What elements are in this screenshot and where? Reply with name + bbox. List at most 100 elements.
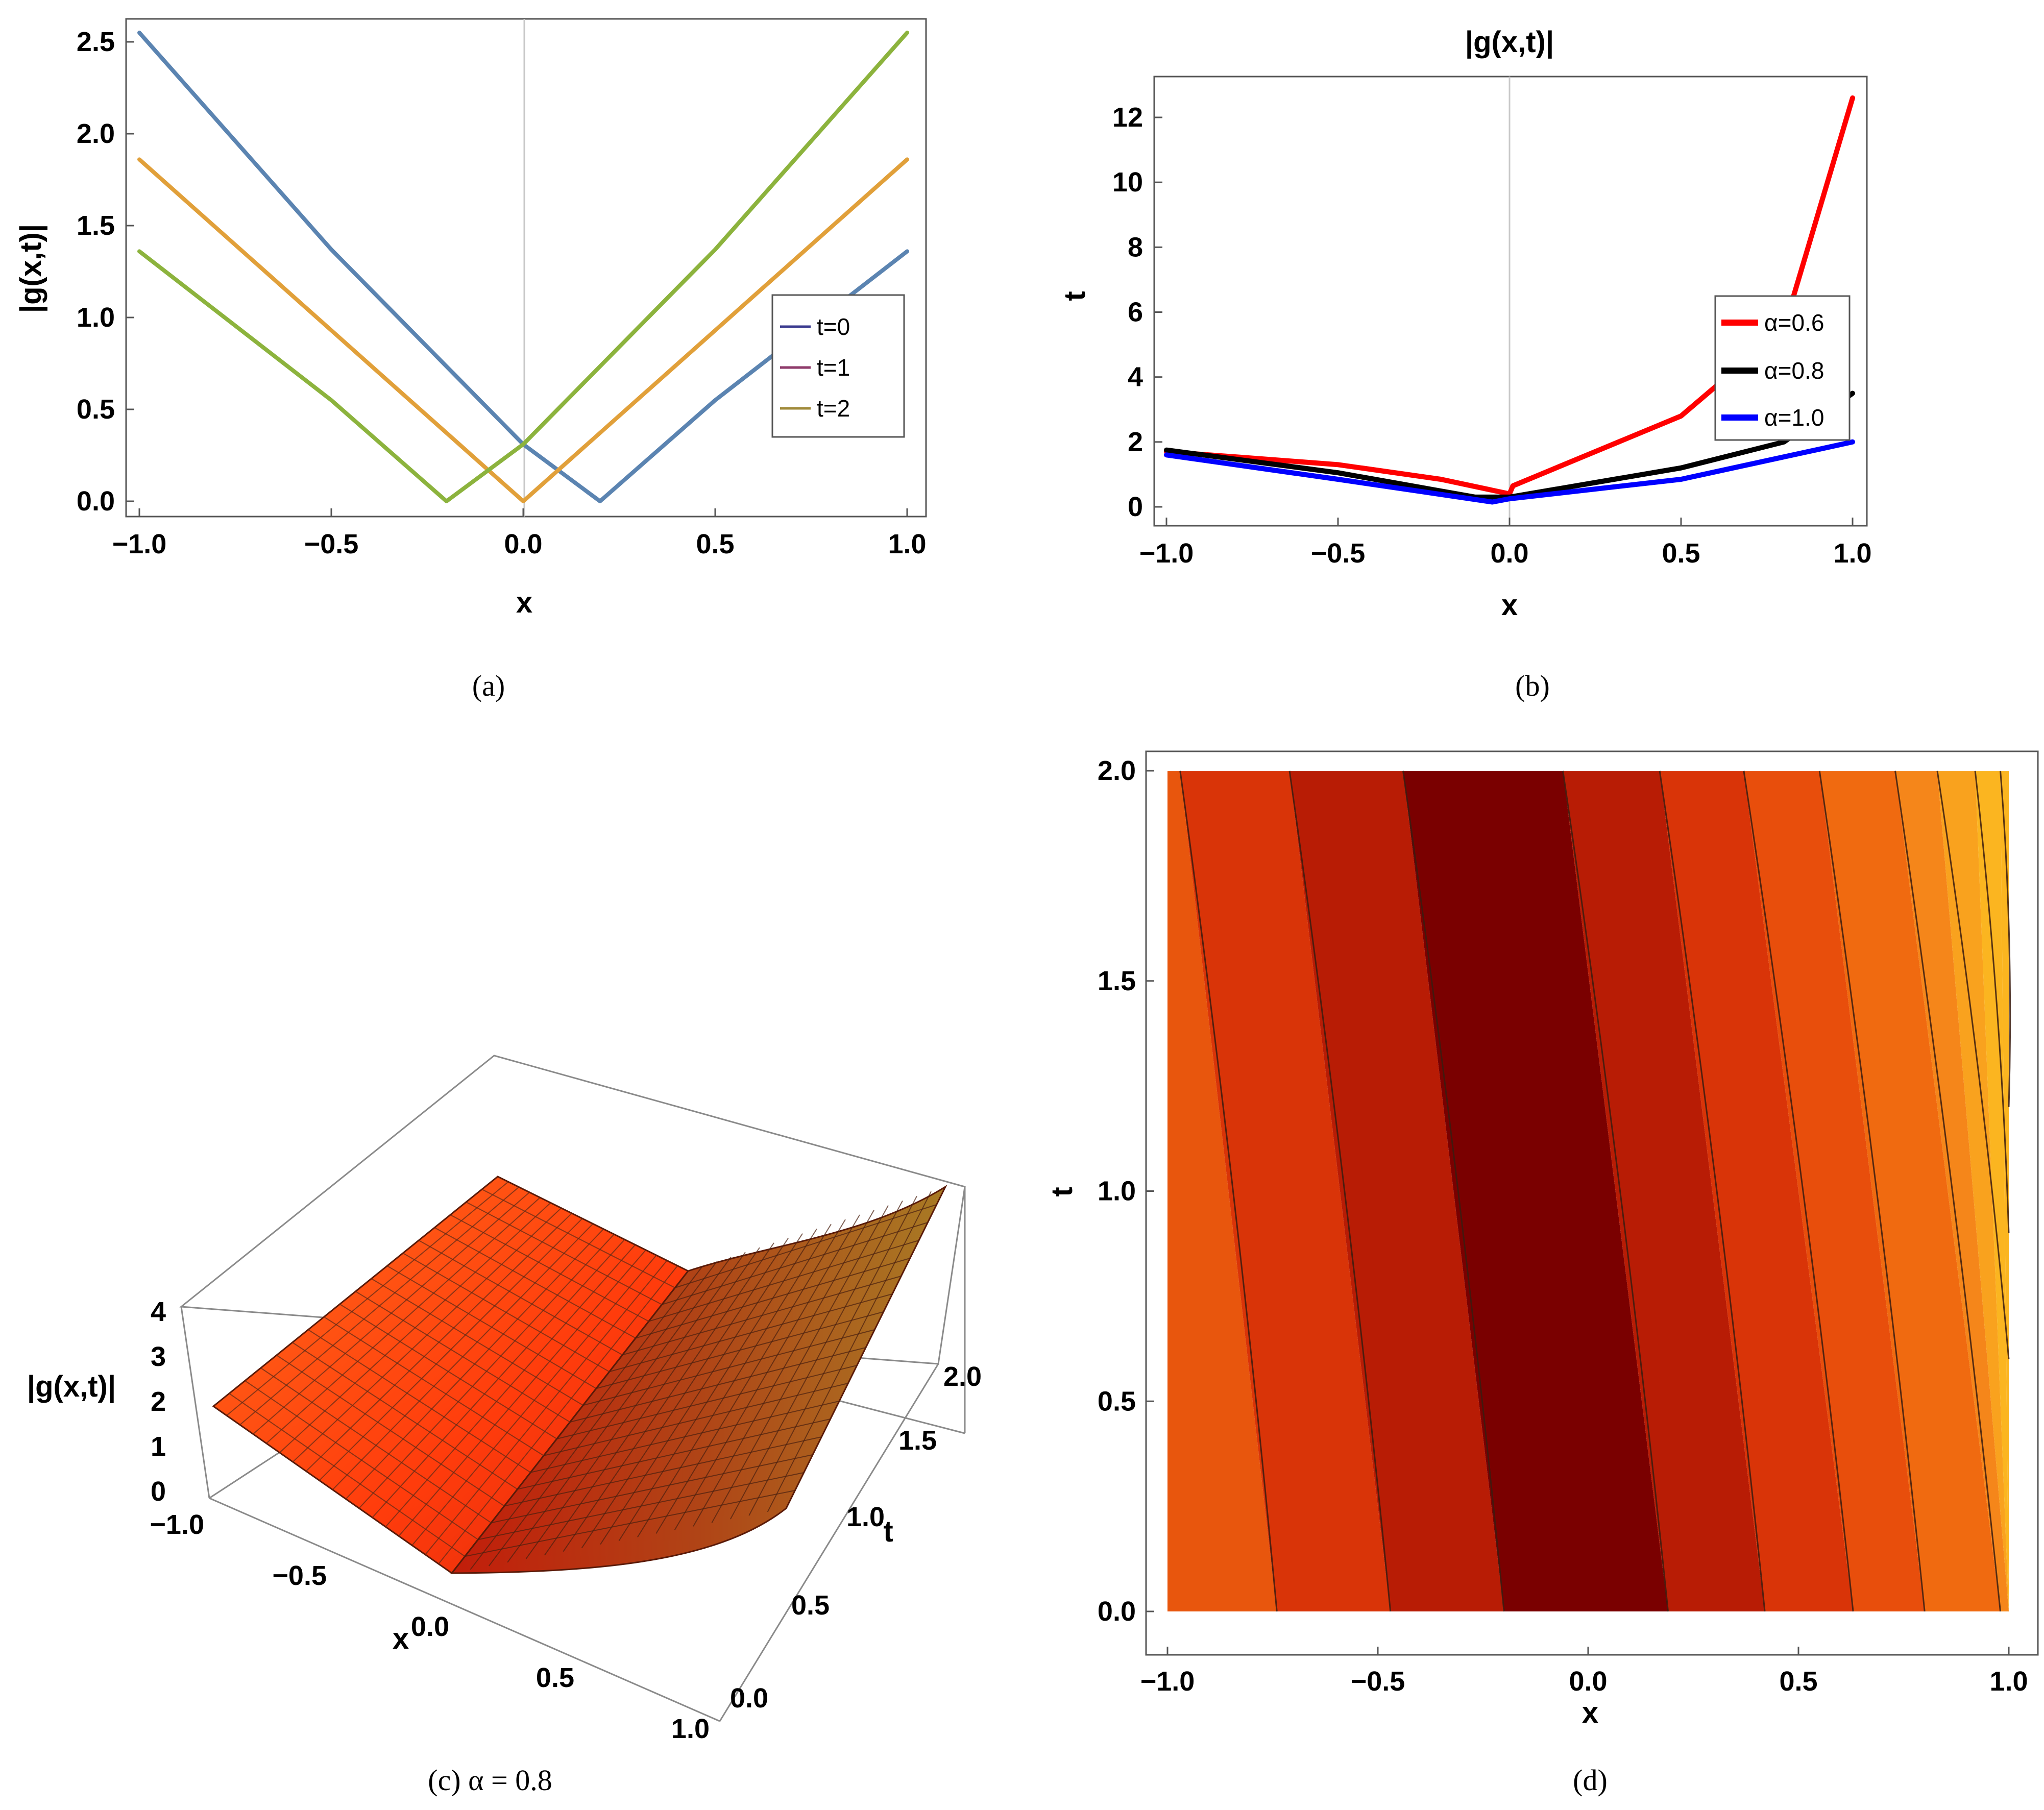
panel-c-z-tick: 2: [151, 1386, 166, 1417]
panel-b-y-tick-label: 0: [1128, 492, 1143, 522]
panel-d-frame: [1145, 750, 2039, 1656]
panel-a-x-tick-label: 0.0: [504, 529, 542, 559]
panel-d-contour-line: [1179, 770, 1278, 1612]
panel-c-mesh-line: [648, 1240, 919, 1322]
panel-d-contour-line: [1818, 770, 1926, 1612]
panel-c-x-ticks: −1.0 −0.5 0.0 0.5 1.0: [150, 1509, 710, 1744]
panel-c-z-tick: 1: [151, 1431, 166, 1462]
panel-c-mesh-line: [466, 1202, 663, 1305]
panel-b-x-tick-label: 0.5: [1662, 538, 1700, 569]
panel-c-mesh-line: [748, 1195, 917, 1516]
panel-d-y-tick-label: 0.5: [1098, 1386, 1136, 1416]
panel-a-x-tick-label: 1.0: [888, 529, 926, 559]
panel-b-series-3: [1164, 439, 1855, 505]
panel-a-legend: t=0 t=1 t=2: [771, 294, 905, 438]
panel-c-mesh-line: [662, 1222, 928, 1305]
panel-a-x-tick-label: −0.5: [304, 529, 359, 559]
panel-b-title: |g(x,t)|: [1465, 26, 1554, 59]
panel-a-line-chart: −1.0 −0.5 0.0 0.5 1.0 0.0 0.5 1.0 1.5 2.0 2.5 x |…: [14, 18, 927, 702]
panel-b-x-tick-label: −1.0: [1139, 538, 1194, 569]
panel-a-legend-t2: t=2: [817, 395, 850, 422]
panel-d-contour-line: [1402, 770, 1505, 1612]
panel-c-z-label: |g(x,t)|: [27, 1370, 116, 1403]
panel-b-legend-a06: α=0.6: [1764, 309, 1824, 336]
panel-c-z-tick: 4: [151, 1297, 166, 1327]
panel-d-band: [1403, 771, 1668, 1611]
panel-d-band: [1167, 771, 1277, 1611]
panel-b-legend-a10: α=1.0: [1764, 404, 1824, 431]
panel-d-y-tick-label: 1.5: [1098, 966, 1136, 996]
panel-a-y-tick-label: 0.0: [77, 486, 115, 517]
panel-c-x-label: x: [393, 1622, 409, 1655]
panel-d-y-label: t: [1045, 1187, 1079, 1196]
panel-d-band: [1180, 771, 1391, 1611]
panel-a-x-label: x: [516, 586, 532, 619]
panel-a-legend-box: [771, 294, 905, 438]
panel-d-contour-line: [1894, 770, 2002, 1612]
panel-d-x-tick-label: −0.5: [1351, 1666, 1405, 1697]
panel-a-series-group: [137, 31, 909, 503]
panel-a-legend-t1: t=1: [817, 354, 850, 381]
panel-c-box-edge-left: [180, 1306, 210, 1499]
panel-a-x-tick-label: −1.0: [112, 529, 167, 559]
panel-d-contour-plot: −1.0 −0.5 0.0 0.5 1.0 0.0 0.5 1.0 1.5 2.0 x t (d…: [1045, 750, 2039, 1797]
panel-d-contour-line: [1288, 770, 1392, 1612]
panel-c-surface-plot: 4 3 2 1 0 −1.0 −0.5 0.0 0.5 1.0 0.0 0.5 …: [27, 1055, 982, 1797]
panel-a-y-tick-label: 2.0: [77, 118, 115, 149]
panel-d-contour-line: [2000, 770, 2011, 1107]
panel-d-x-label: x: [1582, 1696, 1598, 1729]
panel-d-caption: (d): [1573, 1764, 1608, 1797]
panel-d-contour-lines: [1179, 770, 2011, 1612]
panel-c-t-label: t: [883, 1515, 893, 1548]
panel-d-band: [1289, 771, 1504, 1611]
panel-a-y-label: |g(x,t)|: [14, 224, 47, 313]
panel-d-x-tick-label: 0.0: [1569, 1666, 1607, 1697]
panel-d-y-ticks: 0.0 0.5 1.0 1.5 2.0: [1098, 755, 1154, 1627]
panel-d-band: [1819, 771, 2001, 1611]
panel-c-x-tick: 0.0: [411, 1611, 449, 1642]
panel-a-caption: (a): [472, 669, 505, 702]
panel-c-mesh-line: [767, 1191, 932, 1512]
panel-c-caption: (c) α = 0.8: [428, 1764, 552, 1797]
panel-b-frame: [1153, 76, 1868, 527]
panel-b-legend: α=0.6 α=0.8 α=1.0: [1714, 295, 1851, 441]
panel-c-box-edge-front: [719, 1363, 939, 1722]
panel-a-x-ticks: −1.0 −0.5 0.0 0.5 1.0: [112, 508, 927, 559]
panel-c-z-ticks: 4 3 2 1 0: [151, 1297, 166, 1507]
panel-d-x-ticks: −1.0 −0.5 0.0 0.5 1.0: [1140, 1647, 2028, 1697]
panel-c-box-bottom-front: [209, 1497, 720, 1722]
panel-b-x-ticks: −1.0 −0.5 0.0 0.5 1.0: [1139, 518, 1872, 569]
panel-d-y-tick-label: 1.0: [1098, 1176, 1136, 1207]
panel-d-y-tick-label: 0.0: [1098, 1596, 1136, 1627]
panel-b-y-tick-label: 2: [1128, 427, 1143, 457]
panel-b-x-tick-label: 0.0: [1490, 538, 1528, 569]
panel-d-band: [1563, 771, 1765, 1611]
panel-c-mesh: [226, 1181, 937, 1570]
panel-b-y-tick-label: 8: [1128, 232, 1143, 262]
panel-b-x-tick-label: 1.0: [1833, 538, 1871, 569]
panel-c-mesh-line: [438, 1265, 678, 1564]
panel-a-y-tick-label: 1.0: [77, 302, 115, 333]
panel-c-t-ticks: 0.0 0.5 1.0 1.5 2.0: [730, 1361, 982, 1714]
panel-a-y-tick-label: 0.5: [77, 394, 115, 425]
panel-b-y-tick-label: 10: [1112, 167, 1143, 198]
panel-b-legend-a08: α=0.8: [1764, 357, 1824, 384]
panel-c-mesh-line: [425, 1260, 668, 1555]
panel-c-t-tick: 1.0: [846, 1502, 885, 1532]
panel-d-contour-line: [1562, 770, 1669, 1612]
panel-d-contour-line: [1974, 770, 2010, 1233]
panel-c-x-tick: 0.5: [536, 1662, 574, 1693]
panel-a-series-3: [137, 31, 909, 503]
panel-a-legend-t0: t=0: [817, 313, 850, 340]
panel-a-y-tick-label: 2.5: [77, 27, 115, 57]
panel-c-mesh-line: [674, 1204, 937, 1288]
panel-d-contour-line: [1936, 770, 2010, 1360]
panel-d-y-tick-label: 2.0: [1098, 755, 1136, 786]
panel-a-x-tick-label: 0.5: [696, 529, 734, 559]
panel-c-z-tick: 0: [151, 1476, 166, 1507]
panel-a-frame: [125, 18, 927, 518]
panel-c-mesh-line: [450, 1214, 649, 1322]
panel-b-y-tick-label: 6: [1128, 297, 1143, 328]
panel-b-y-label: t: [1058, 291, 1091, 301]
